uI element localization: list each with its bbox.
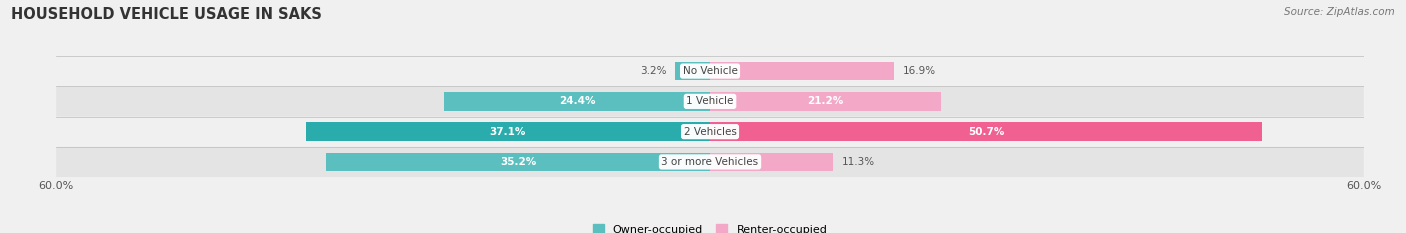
Text: 24.4%: 24.4%	[558, 96, 595, 106]
Bar	[710, 92, 941, 111]
Text: HOUSEHOLD VEHICLE USAGE IN SAKS: HOUSEHOLD VEHICLE USAGE IN SAKS	[11, 7, 322, 22]
Text: Source: ZipAtlas.com: Source: ZipAtlas.com	[1284, 7, 1395, 17]
Bar	[710, 122, 1263, 141]
FancyBboxPatch shape	[56, 56, 1364, 86]
Text: 1 Vehicle: 1 Vehicle	[686, 96, 734, 106]
FancyBboxPatch shape	[56, 116, 1364, 147]
Text: No Vehicle: No Vehicle	[682, 66, 738, 76]
Text: 35.2%: 35.2%	[501, 157, 536, 167]
Text: 50.7%: 50.7%	[969, 127, 1004, 137]
FancyBboxPatch shape	[56, 86, 1364, 116]
Bar	[675, 62, 710, 80]
Text: 3 or more Vehicles: 3 or more Vehicles	[661, 157, 759, 167]
Text: 21.2%: 21.2%	[807, 96, 844, 106]
Text: 37.1%: 37.1%	[489, 127, 526, 137]
Text: 11.3%: 11.3%	[842, 157, 875, 167]
Bar	[305, 122, 710, 141]
FancyBboxPatch shape	[56, 147, 1364, 177]
Bar	[326, 153, 710, 171]
Bar	[444, 92, 710, 111]
Bar	[710, 153, 834, 171]
Text: 16.9%: 16.9%	[903, 66, 936, 76]
Text: 3.2%: 3.2%	[640, 66, 666, 76]
Legend: Owner-occupied, Renter-occupied: Owner-occupied, Renter-occupied	[593, 224, 827, 233]
Text: 2 Vehicles: 2 Vehicles	[683, 127, 737, 137]
Bar	[710, 62, 894, 80]
